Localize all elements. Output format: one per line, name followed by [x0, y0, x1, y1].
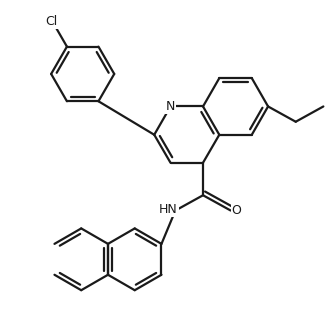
Text: HN: HN [159, 203, 177, 216]
Text: N: N [166, 100, 175, 113]
Text: O: O [232, 204, 241, 217]
Text: Cl: Cl [45, 15, 58, 27]
